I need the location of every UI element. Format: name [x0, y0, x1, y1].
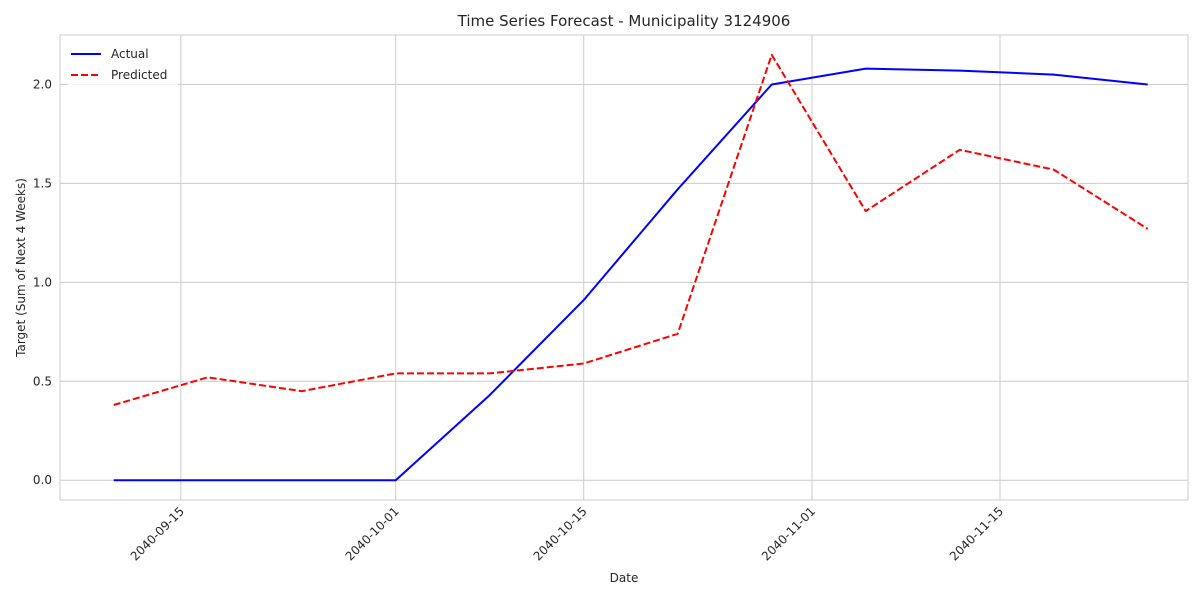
y-tick-label: 1.0	[33, 275, 52, 289]
x-axis-label: Date	[610, 571, 639, 585]
x-tick-label: 2040-10-15	[531, 504, 590, 563]
legend: Actual Predicted	[68, 43, 178, 87]
series-line-predicted	[113, 53, 1149, 406]
series-line-actual	[113, 67, 1148, 482]
x-tick-label: 2040-10-01	[343, 504, 402, 563]
y-tick-label: 0.0	[33, 473, 52, 487]
grid-layer	[60, 35, 1188, 500]
plot-frame	[59, 34, 1189, 501]
y-tick-label: 1.5	[33, 176, 52, 190]
legend-background	[68, 43, 178, 87]
tick-layer: 0.0 0.5 1.0 1.5 2.0 2040-09-15 2040-10-01 2040-…	[33, 77, 1006, 563]
legend-label-actual: Actual	[111, 47, 149, 61]
y-axis-label: Target (Sum of Next 4 Weeks)	[14, 178, 28, 358]
chart-title: Time Series Forecast - Municipality 3124…	[457, 12, 791, 30]
x-tick-label: 2040-11-15	[947, 504, 1006, 563]
x-tick-label: 2040-09-15	[128, 504, 187, 563]
legend-label-predicted: Predicted	[111, 68, 167, 82]
x-tick-label: 2040-11-01	[759, 504, 818, 563]
y-tick-label: 0.5	[33, 374, 52, 388]
y-tick-label: 2.0	[33, 77, 52, 91]
series-layer	[113, 53, 1149, 482]
